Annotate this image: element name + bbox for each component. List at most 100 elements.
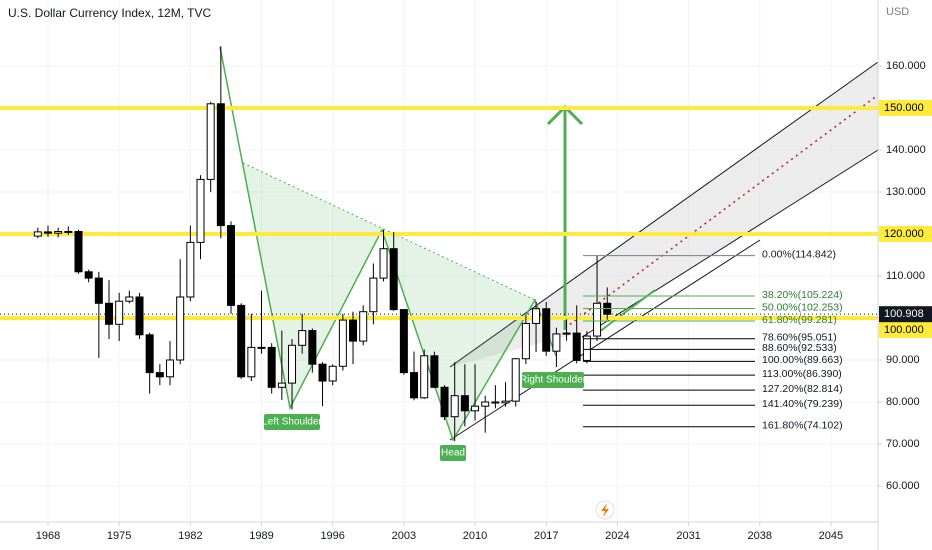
y-tick-label: 80.000 xyxy=(886,396,920,408)
last-price-box xyxy=(879,306,932,323)
levels xyxy=(0,105,878,320)
candle-body xyxy=(460,395,469,412)
y-tick-label: 70.000 xyxy=(886,438,920,450)
fib-label: 141.40%(79.239) xyxy=(762,398,843,410)
candle-body xyxy=(389,248,398,311)
candle-body xyxy=(237,304,246,378)
candle-body xyxy=(359,311,368,342)
candle-body xyxy=(257,346,266,349)
x-tick-label: 1968 xyxy=(36,530,60,542)
candle-body xyxy=(196,178,205,243)
candle-body xyxy=(216,103,225,227)
candle-body xyxy=(440,386,449,418)
candle-body xyxy=(582,335,591,361)
x-tick-label: 2045 xyxy=(819,530,843,542)
y-tick-label: 160.000 xyxy=(886,60,926,72)
candle-body xyxy=(562,332,571,335)
channel-line xyxy=(449,239,761,441)
candle-body xyxy=(511,358,520,402)
fib-label: 113.00%(86.390) xyxy=(762,368,842,380)
candle-body xyxy=(94,277,103,304)
level-label-box xyxy=(879,99,932,116)
candle-body xyxy=(176,296,185,361)
level-label-box xyxy=(879,225,932,242)
event-icon-bolt xyxy=(601,503,609,517)
x-tick-label: 2024 xyxy=(605,530,629,542)
candle-body xyxy=(277,382,286,388)
candle-body xyxy=(135,296,144,336)
candle-body xyxy=(501,400,510,404)
candle-body xyxy=(186,241,195,298)
chart-title: U.S. Dollar Currency Index, 12M, TVC xyxy=(8,6,212,20)
currency: USD xyxy=(886,6,909,18)
candle-body xyxy=(115,300,124,325)
candle-body xyxy=(521,322,530,360)
annotation-box xyxy=(264,414,320,430)
candle-body xyxy=(420,355,429,399)
annotation: Right Shoulder xyxy=(520,375,587,386)
y-tick-label: 140.000 xyxy=(886,144,926,156)
x-tick-label: 2031 xyxy=(676,530,700,542)
annotation: Left Shoulder xyxy=(262,417,322,428)
x-tick-label: 1975 xyxy=(107,530,131,542)
candle-body xyxy=(318,363,327,382)
level-label-box xyxy=(879,321,932,338)
candle-body xyxy=(369,277,378,313)
candle-body xyxy=(227,225,236,306)
annotation-box xyxy=(522,372,584,388)
trend-line xyxy=(594,289,656,336)
fib-label: 161.80%(74.102) xyxy=(762,420,843,432)
level-label: 120.000 xyxy=(884,228,924,240)
candles xyxy=(33,46,612,442)
candle-body xyxy=(33,231,42,237)
candle-body xyxy=(552,333,561,352)
annotation: Head xyxy=(441,448,465,459)
x-tick-label: 2010 xyxy=(463,530,487,542)
y-tick-label: 130.000 xyxy=(886,186,926,198)
candle-body xyxy=(593,302,602,337)
candle-body xyxy=(298,330,307,346)
candle-body xyxy=(54,230,63,234)
candle-body xyxy=(64,230,73,233)
candle-body xyxy=(166,359,175,378)
x-axis-area xyxy=(0,522,878,550)
annotation-box xyxy=(440,445,466,461)
channel-line xyxy=(581,149,879,338)
neckline xyxy=(242,162,536,301)
fib-label: 38.20%(105.224) xyxy=(762,289,843,301)
x-tick-label: 2003 xyxy=(392,530,416,542)
fib-label: 78.60%(95.051) xyxy=(762,332,837,344)
fib-label: 88.60%(92.533) xyxy=(762,342,837,354)
fib-label: 61.80%(99.281) xyxy=(762,314,837,326)
level-label: 150.000 xyxy=(884,102,924,114)
candle-body xyxy=(410,372,419,399)
candle-body xyxy=(338,319,347,367)
candle-body xyxy=(125,296,134,302)
y-tick-label: 110.000 xyxy=(886,270,925,282)
candle-body xyxy=(247,346,256,378)
candle-body xyxy=(481,401,490,407)
candle-body xyxy=(267,346,276,388)
x-tick-label: 1996 xyxy=(320,530,344,542)
candle-body xyxy=(542,308,551,352)
candle-body xyxy=(491,401,500,404)
candle-body xyxy=(572,332,581,361)
candle-body xyxy=(430,355,439,388)
candle-body xyxy=(105,302,114,325)
candle-body xyxy=(379,248,388,279)
candle-body xyxy=(399,309,408,374)
x-tick-label: 2038 xyxy=(748,530,772,542)
candle-body xyxy=(308,330,317,365)
y-tick-label: 90.000 xyxy=(886,354,920,366)
fib-label: 0.00%(114.842) xyxy=(762,248,836,260)
candle-body xyxy=(288,344,297,384)
level-label: 100.000 xyxy=(884,324,924,336)
fib-label: 127.20%(82.814) xyxy=(762,383,843,395)
candle-body xyxy=(145,334,154,374)
fib-label: 50.00%(102.253) xyxy=(762,301,843,313)
candle-body xyxy=(450,395,459,418)
candle-body xyxy=(328,365,337,382)
candle-body xyxy=(532,308,541,324)
y-axis-area xyxy=(878,0,932,550)
